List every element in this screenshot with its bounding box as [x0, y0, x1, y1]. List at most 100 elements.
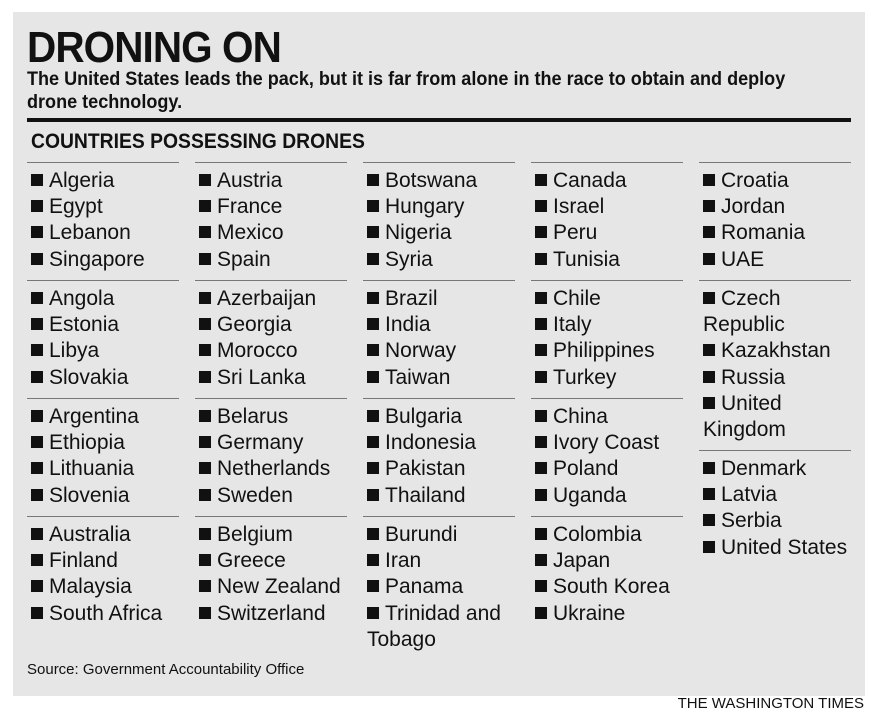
bullet-square-icon	[535, 488, 547, 501]
country-name: Argentina	[49, 405, 139, 428]
country-entry: Angola	[31, 286, 183, 312]
country-entry: Burundi	[367, 522, 519, 548]
bullet-square-icon	[31, 292, 43, 304]
country-entry: Slovakia	[31, 365, 183, 391]
bullet-square-icon	[199, 318, 211, 331]
bullet-square-icon	[31, 528, 43, 540]
country-name: Trinidad and Tobago	[367, 601, 501, 651]
country-group: Botswana Hungary Nigeria Syria	[367, 168, 519, 273]
country-name: Latvia	[721, 483, 778, 507]
country-name: Singapore	[49, 247, 145, 271]
bullet-square-icon	[703, 488, 715, 501]
country-entry: Austria	[199, 168, 351, 194]
group-divider	[27, 516, 179, 517]
country-name: Libya	[49, 339, 100, 363]
country-entry: Netherlands	[199, 456, 351, 482]
country-name: Belarus	[217, 405, 289, 428]
country-name: Philippines	[553, 339, 655, 363]
bullet-square-icon	[199, 370, 211, 383]
country-entry: Kazakhstan	[703, 338, 853, 364]
country-name: Taiwan	[385, 365, 451, 389]
bullet-square-icon	[535, 174, 547, 186]
bullet-square-icon	[31, 344, 43, 357]
bullet-square-icon	[535, 344, 547, 357]
country-entry: Botswana	[367, 168, 519, 194]
country-name: Peru	[553, 221, 598, 245]
country-entry: Chile	[535, 286, 687, 312]
country-name: Chile	[553, 287, 601, 310]
group-divider	[195, 398, 347, 399]
country-entry: France	[199, 194, 351, 220]
bullet-square-icon	[367, 370, 379, 383]
bullet-square-icon	[535, 200, 547, 213]
country-entry: United States	[703, 535, 853, 561]
country-entry: Italy	[535, 312, 687, 338]
country-group: Burundi Iran Panama Trinidad and Tobago	[367, 522, 519, 653]
group-divider	[699, 450, 851, 451]
bullet-square-icon	[367, 226, 379, 239]
country-name: Jordan	[721, 195, 786, 219]
country-name: Serbia	[721, 509, 782, 533]
group-divider	[363, 280, 515, 281]
country-name: Sweden	[217, 483, 293, 507]
country-entry: Azerbaijan	[199, 286, 351, 312]
country-entry: Lithuania	[31, 456, 183, 482]
country-name: Hungary	[385, 195, 465, 219]
country-entry: Japan	[535, 548, 687, 574]
country-entry: Lebanon	[31, 220, 183, 246]
bullet-square-icon	[367, 462, 379, 475]
country-name: Denmark	[721, 457, 807, 480]
country-name: Algeria	[49, 169, 115, 192]
country-name: Azerbaijan	[217, 287, 317, 310]
bullet-square-icon	[199, 436, 211, 449]
country-entry: Croatia	[703, 168, 853, 194]
country-name: Australia	[49, 523, 131, 546]
bullet-square-icon	[199, 344, 211, 357]
group-divider	[27, 162, 179, 163]
country-entry: Switzerland	[199, 601, 351, 627]
bullet-square-icon	[31, 410, 43, 422]
country-entry: Bulgaria	[367, 404, 519, 430]
bullet-square-icon	[367, 174, 379, 186]
country-entry: Belgium	[199, 522, 351, 548]
country-name: Canada	[553, 169, 627, 192]
country-group: Australia Finland Malaysia South Africa	[31, 522, 183, 627]
infographic-panel	[13, 12, 865, 696]
group-divider	[195, 516, 347, 517]
country-entry: Philippines	[535, 338, 687, 364]
country-entry: Israel	[535, 194, 687, 220]
country-name: Mexico	[217, 221, 284, 245]
country-name: Morocco	[217, 339, 298, 363]
bullet-square-icon	[367, 410, 379, 422]
bullet-square-icon	[703, 396, 715, 409]
country-entry: Nigeria	[367, 220, 519, 246]
bullet-square-icon	[31, 252, 43, 265]
country-entry: Sweden	[199, 483, 351, 509]
country-group: Angola Estonia Libya Slovakia	[31, 286, 183, 391]
country-entry: Australia	[31, 522, 183, 548]
bullet-square-icon	[31, 580, 43, 593]
bullet-square-icon	[31, 174, 43, 186]
country-name: Greece	[217, 549, 286, 573]
country-entry: South Korea	[535, 574, 687, 600]
bullet-square-icon	[367, 606, 379, 619]
bullet-square-icon	[535, 226, 547, 239]
bullet-square-icon	[703, 370, 715, 383]
bullet-square-icon	[703, 514, 715, 527]
bullet-square-icon	[535, 410, 547, 422]
group-divider	[531, 398, 683, 399]
country-group: Croatia Jordan Romania UAE	[703, 168, 853, 273]
bullet-square-icon	[199, 462, 211, 475]
country-name: United Kingdom	[703, 391, 786, 442]
country-name: Brazil	[385, 287, 438, 310]
bullet-square-icon	[199, 226, 211, 239]
country-name: Austria	[217, 169, 283, 192]
country-entry: Tunisia	[535, 247, 687, 273]
country-entry: Denmark	[703, 456, 853, 482]
country-entry: New Zealand	[199, 574, 351, 600]
country-name: Romania	[721, 221, 806, 245]
country-entry: Greece	[199, 548, 351, 574]
country-entry: Estonia	[31, 312, 183, 338]
country-entry: Argentina	[31, 404, 183, 430]
country-name: South Africa	[49, 601, 163, 625]
